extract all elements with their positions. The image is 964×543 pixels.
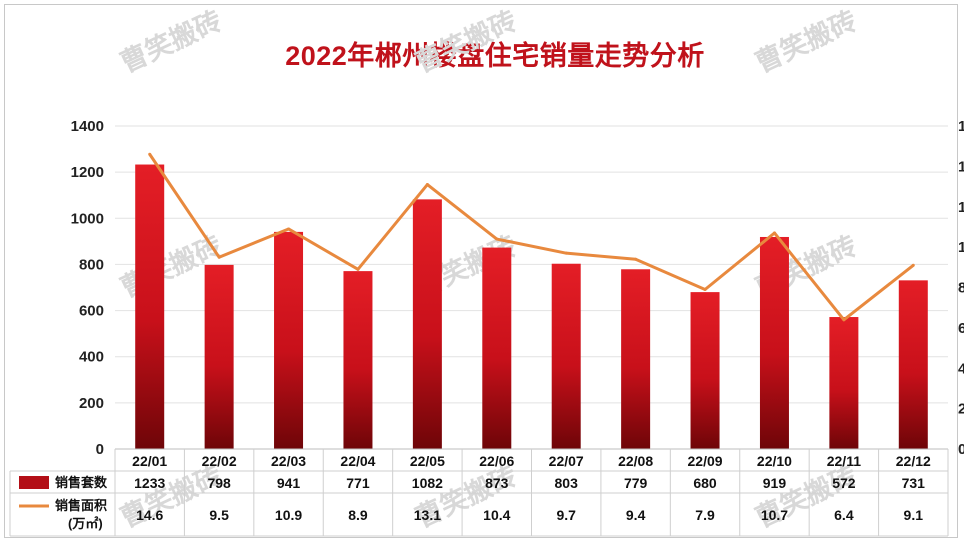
y-left-tick-label: 0 <box>96 441 104 458</box>
table-cell-units: 919 <box>763 475 787 491</box>
y-left-tick-label: 800 <box>79 256 104 273</box>
table-cell-area: 14.6 <box>136 507 163 523</box>
line-point <box>425 183 429 187</box>
table-cell-area: 9.4 <box>626 507 646 523</box>
table-cell-units: 572 <box>832 475 856 491</box>
line-point <box>287 227 291 231</box>
chart-title: 2022年郴州楼盘住宅销量走势分析 <box>285 41 705 71</box>
table-cell-area: 9.7 <box>556 507 576 523</box>
line-point <box>842 318 846 322</box>
table-cell-units: 941 <box>277 475 301 491</box>
x-tick-label: 22/05 <box>410 453 445 469</box>
y-right-tick-label: 4 <box>958 360 964 377</box>
watermark: 曹笑搬砖 <box>410 5 521 79</box>
x-tick-label: 22/08 <box>618 453 653 469</box>
table-cell-units: 779 <box>624 475 648 491</box>
table-cell-units: 680 <box>693 475 717 491</box>
y-left-tick-label: 600 <box>79 303 104 320</box>
x-tick-label: 22/10 <box>757 453 792 469</box>
line-point <box>148 152 152 156</box>
bar <box>274 231 304 449</box>
y-left-tick-label: 1400 <box>71 118 104 135</box>
bar <box>412 199 442 449</box>
line-point <box>703 288 707 292</box>
bar <box>898 280 928 449</box>
legend-unit: (万㎡) <box>68 516 103 531</box>
bar <box>690 292 720 449</box>
bar <box>204 264 234 449</box>
y-right-tick-label: 16 <box>958 118 964 135</box>
bar <box>759 236 789 449</box>
x-tick-label: 22/09 <box>688 453 723 469</box>
bar <box>621 269 651 449</box>
x-tick-label: 22/06 <box>479 453 514 469</box>
table-cell-area: 9.1 <box>904 507 924 523</box>
line-point <box>772 231 776 235</box>
bar <box>551 263 581 449</box>
y-right-tick-label: 6 <box>958 320 964 337</box>
table-cell-area: 10.9 <box>275 507 302 523</box>
table-cell-units: 1233 <box>134 475 165 491</box>
x-tick-label: 22/03 <box>271 453 306 469</box>
legend-label-units: 销售套数 <box>55 475 108 490</box>
y-right-tick-label: 10 <box>958 239 964 256</box>
watermark: 曹笑搬砖 <box>115 5 226 79</box>
table-cell-area: 8.9 <box>348 507 368 523</box>
chart-frame <box>4 4 958 538</box>
x-tick-label: 22/04 <box>340 453 375 469</box>
table-cell-area: 6.4 <box>834 507 854 523</box>
table-cell-units: 731 <box>902 475 926 491</box>
legend-swatch-bar <box>19 476 49 489</box>
table-cell-units: 798 <box>207 475 231 491</box>
y-right-tick-label: 2 <box>958 401 964 418</box>
line-point <box>564 251 568 255</box>
bar <box>343 271 373 449</box>
y-right-tick-label: 0 <box>958 441 964 458</box>
watermark: 曹笑搬砖 <box>750 5 861 79</box>
table-cell-units: 873 <box>485 475 509 491</box>
bar <box>829 317 859 449</box>
y-right-tick-label: 8 <box>958 280 964 297</box>
table-cell-area: 10.7 <box>761 507 788 523</box>
line-point <box>634 257 638 261</box>
y-left-tick-label: 400 <box>79 349 104 366</box>
x-tick-label: 22/12 <box>896 453 931 469</box>
line-series-area <box>148 153 915 322</box>
table-cell-area: 9.5 <box>209 507 229 523</box>
line-point <box>356 267 360 271</box>
y-left-tick-label: 200 <box>79 395 104 412</box>
y-left-tick-label: 1000 <box>71 210 104 227</box>
table-cell-area: 7.9 <box>695 507 715 523</box>
x-tick-label: 22/01 <box>132 453 167 469</box>
table-cell-area: 10.4 <box>483 507 510 523</box>
x-tick-label: 22/11 <box>827 453 861 469</box>
table-cell-units: 771 <box>346 475 370 491</box>
table-cell-units: 1082 <box>412 475 443 491</box>
bar <box>135 164 165 449</box>
y-left-tick-label: 1200 <box>71 164 104 181</box>
legend-label-area: 销售面积 <box>55 498 107 513</box>
y-right-tick-label: 12 <box>958 199 964 216</box>
table-cell-units: 803 <box>555 475 579 491</box>
x-tick-label: 22/07 <box>549 453 584 469</box>
line-point <box>911 263 915 267</box>
table-cell-area: 13.1 <box>414 507 441 523</box>
line-point <box>495 237 499 241</box>
line-point <box>217 255 221 259</box>
x-tick-label: 22/02 <box>202 453 237 469</box>
y-right-tick-label: 14 <box>958 158 964 175</box>
bar <box>482 247 512 449</box>
